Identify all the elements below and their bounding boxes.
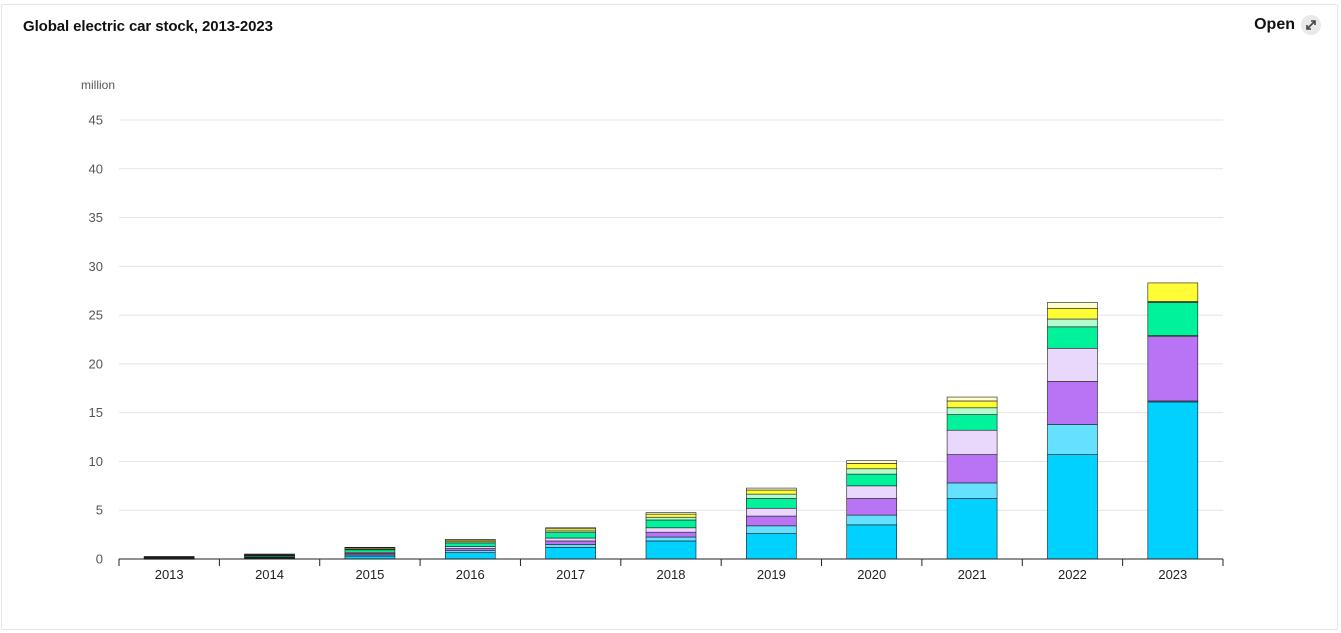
bar-segment (645, 512, 697, 515)
bar-segment (946, 498, 998, 560)
bar-segment (1147, 302, 1199, 336)
chart-title: Global electric car stock, 2013-2023 (23, 18, 273, 35)
bar-segment (1047, 424, 1098, 455)
bar-segment (143, 556, 195, 558)
x-tick-label: 2023 (1158, 567, 1187, 582)
bar-segment (1147, 282, 1199, 302)
bar-segment (444, 542, 496, 547)
bar-segment (946, 400, 998, 409)
x-tick-label: 2018 (657, 567, 686, 582)
x-tick-label: 2020 (857, 567, 886, 582)
bar-segment (746, 493, 797, 499)
bar-segment (1147, 336, 1199, 402)
bar-segment (645, 513, 697, 518)
bar-segment (1047, 318, 1098, 328)
bar-segment (946, 396, 998, 402)
bar-segment (1047, 454, 1098, 560)
bar-segment (1047, 302, 1098, 309)
bar-segment (645, 531, 697, 538)
bar-segment (946, 414, 998, 431)
y-tick-label: 40 (89, 161, 103, 176)
bar-segment (344, 549, 396, 553)
bar-segment (746, 498, 797, 509)
y-tick-label: 30 (89, 259, 103, 274)
bar-segment (946, 454, 998, 484)
x-tick-label: 2013 (155, 567, 184, 582)
bar-segment (846, 468, 898, 475)
bar-segment (545, 540, 596, 545)
bar-segment (846, 463, 898, 470)
bar-segment (846, 485, 898, 499)
y-tick-label: 25 (89, 308, 103, 323)
bar-segment (645, 516, 697, 521)
expand-icon (1301, 15, 1321, 35)
bar-segment (545, 527, 596, 530)
bar-segment (645, 540, 697, 560)
bar-segment (545, 544, 596, 548)
bar-segment (746, 507, 797, 517)
bar-segment (444, 548, 496, 552)
bar-segment (645, 536, 697, 542)
x-tick-label: 2022 (1058, 567, 1087, 582)
x-tick-label: 2016 (456, 567, 485, 582)
x-tick-label: 2019 (757, 567, 786, 582)
bar-segment (1047, 381, 1098, 425)
bar-segment (946, 482, 998, 499)
open-button[interactable]: Open (1254, 15, 1321, 35)
y-tick-label: 5 (96, 503, 103, 518)
y-axis-unit-label: million (81, 78, 115, 92)
bar-segment (244, 553, 295, 555)
bar-segment (846, 498, 898, 516)
x-tick-label: 2014 (255, 567, 284, 582)
bar-segment (545, 546, 596, 560)
bar-segment (645, 527, 697, 533)
bar-segment (444, 552, 496, 560)
y-tick-label: 10 (89, 454, 103, 469)
bar-segment (746, 487, 797, 491)
y-tick-label: 15 (89, 405, 103, 420)
bar-segment (545, 537, 596, 542)
y-tick-label: 45 (89, 113, 103, 128)
x-tick-label: 2021 (958, 567, 987, 582)
bar-segment (846, 524, 898, 560)
bar-segment (1147, 401, 1199, 560)
bar-segment (1047, 347, 1098, 382)
bar-segment (746, 533, 797, 560)
bar-segment (746, 525, 797, 534)
bar-segment (946, 429, 998, 455)
bar-segment (746, 515, 797, 527)
bar-segment (645, 519, 697, 529)
bar-segment (444, 539, 496, 541)
y-tick-label: 0 (96, 552, 103, 567)
bar-segment (846, 460, 898, 464)
x-tick-label: 2017 (556, 567, 585, 582)
bar-segment (746, 489, 797, 495)
y-tick-label: 20 (89, 356, 103, 371)
bar-segment (1047, 326, 1098, 349)
bar-segment (344, 546, 396, 549)
bar-segment (846, 514, 898, 526)
bar-segment (545, 532, 596, 539)
bar-segment (946, 407, 998, 415)
y-tick-label: 35 (89, 210, 103, 225)
open-button-label: Open (1254, 16, 1295, 33)
bar-segment (846, 473, 898, 487)
x-tick-label: 2015 (355, 567, 384, 582)
bar-segment (1047, 307, 1098, 320)
bar-segment (545, 528, 596, 532)
